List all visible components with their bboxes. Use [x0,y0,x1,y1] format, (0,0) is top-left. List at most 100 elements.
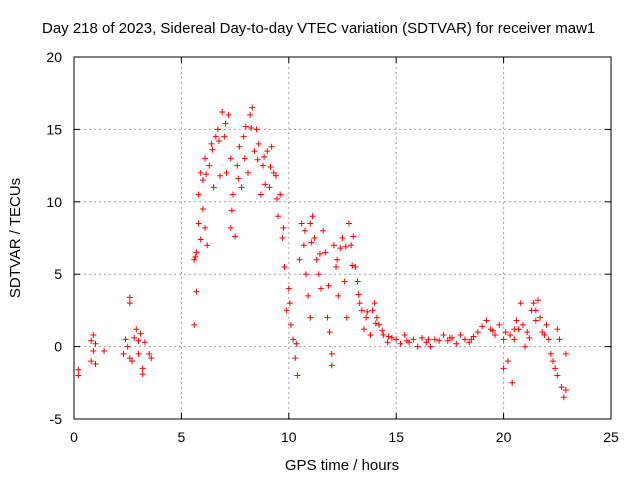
data-point [227,224,234,231]
data-point [373,314,380,321]
data-point [511,326,518,333]
data-point [376,321,383,328]
data-point [133,326,140,333]
data-point [193,288,200,295]
data-point [308,239,315,246]
data-point [222,120,229,127]
data-point [371,300,378,307]
data-point [431,336,438,343]
data-point [326,329,333,336]
data-point [279,235,286,241]
data-point [330,242,337,249]
y-axis-label: SDTVAR / TECUs [7,178,24,298]
data-point [307,220,314,227]
chart-title: Day 218 of 2023, Sidereal Day-to-day VTE… [42,20,595,37]
x-tick-label: 0 [70,429,78,445]
data-point [208,140,215,147]
data-point [292,355,299,362]
data-point [241,155,248,162]
data-point [335,292,342,299]
data-point [234,162,241,169]
data-point [251,148,258,155]
data-point [275,213,282,220]
y-tick-label: 20 [46,49,62,65]
data-point [199,206,206,213]
x-axis-label: GPS time / hours [285,457,399,474]
data-point [120,350,127,357]
data-point [554,372,561,379]
data-point [195,191,202,198]
data-point [296,256,303,263]
y-tick-label: 10 [46,194,62,210]
data-point [92,360,99,367]
data-point [266,184,273,191]
data-point [489,327,496,334]
data-point [354,278,361,285]
x-tick-label: 15 [388,429,404,445]
data-point [367,332,374,339]
data-point [562,350,569,357]
data-point [492,332,499,339]
data-point [253,126,260,133]
data-point [532,307,539,314]
data-point [298,220,305,227]
data-point [90,347,97,354]
data-point [388,334,395,341]
data-point [238,184,245,191]
data-point [519,321,526,328]
data-point [199,177,206,184]
data-point [379,327,386,334]
data-point [500,336,507,343]
data-point [148,355,155,362]
data-point [219,109,226,116]
data-point [509,379,516,386]
data-point [126,294,133,301]
data-point [534,297,541,304]
data-point [301,227,308,234]
data-point [324,314,331,321]
y-tick-label: -5 [50,411,63,427]
data-point [300,242,307,249]
data-point [333,263,340,270]
data-point [235,175,242,182]
data-point [560,394,567,401]
data-point [446,334,453,341]
data-point [350,233,357,240]
data-point [122,336,129,343]
data-point [418,334,425,341]
data-point [255,140,262,147]
data-point [397,340,404,347]
data-point [209,146,216,153]
data-point [223,169,230,176]
data-point [192,253,199,260]
data-point [227,155,234,162]
data-point [247,111,254,118]
data-point [507,332,514,339]
data-point [313,256,320,263]
data-point [339,235,346,241]
data-point [272,172,279,179]
data-point [457,332,464,339]
axis-ticks: 0 5 10 15 20 25 -5 0 5 10 15 20 [46,49,619,445]
data-point [287,321,294,328]
data-point [273,195,280,202]
data-point [285,285,292,292]
data-point [206,162,213,169]
data-point [348,242,355,249]
data-point [532,317,539,324]
data-point [483,317,490,324]
data-point [384,339,391,346]
data-point [530,300,537,307]
data-point [254,156,261,163]
data-point [537,314,544,321]
data-point [500,365,507,372]
data-point [385,333,392,340]
data-point [249,104,256,111]
data-point [286,300,293,307]
data-point [334,256,341,263]
data-point [325,282,332,289]
data-point [414,343,421,350]
data-point [139,371,146,378]
data-point [240,133,247,140]
data-point [191,321,198,328]
